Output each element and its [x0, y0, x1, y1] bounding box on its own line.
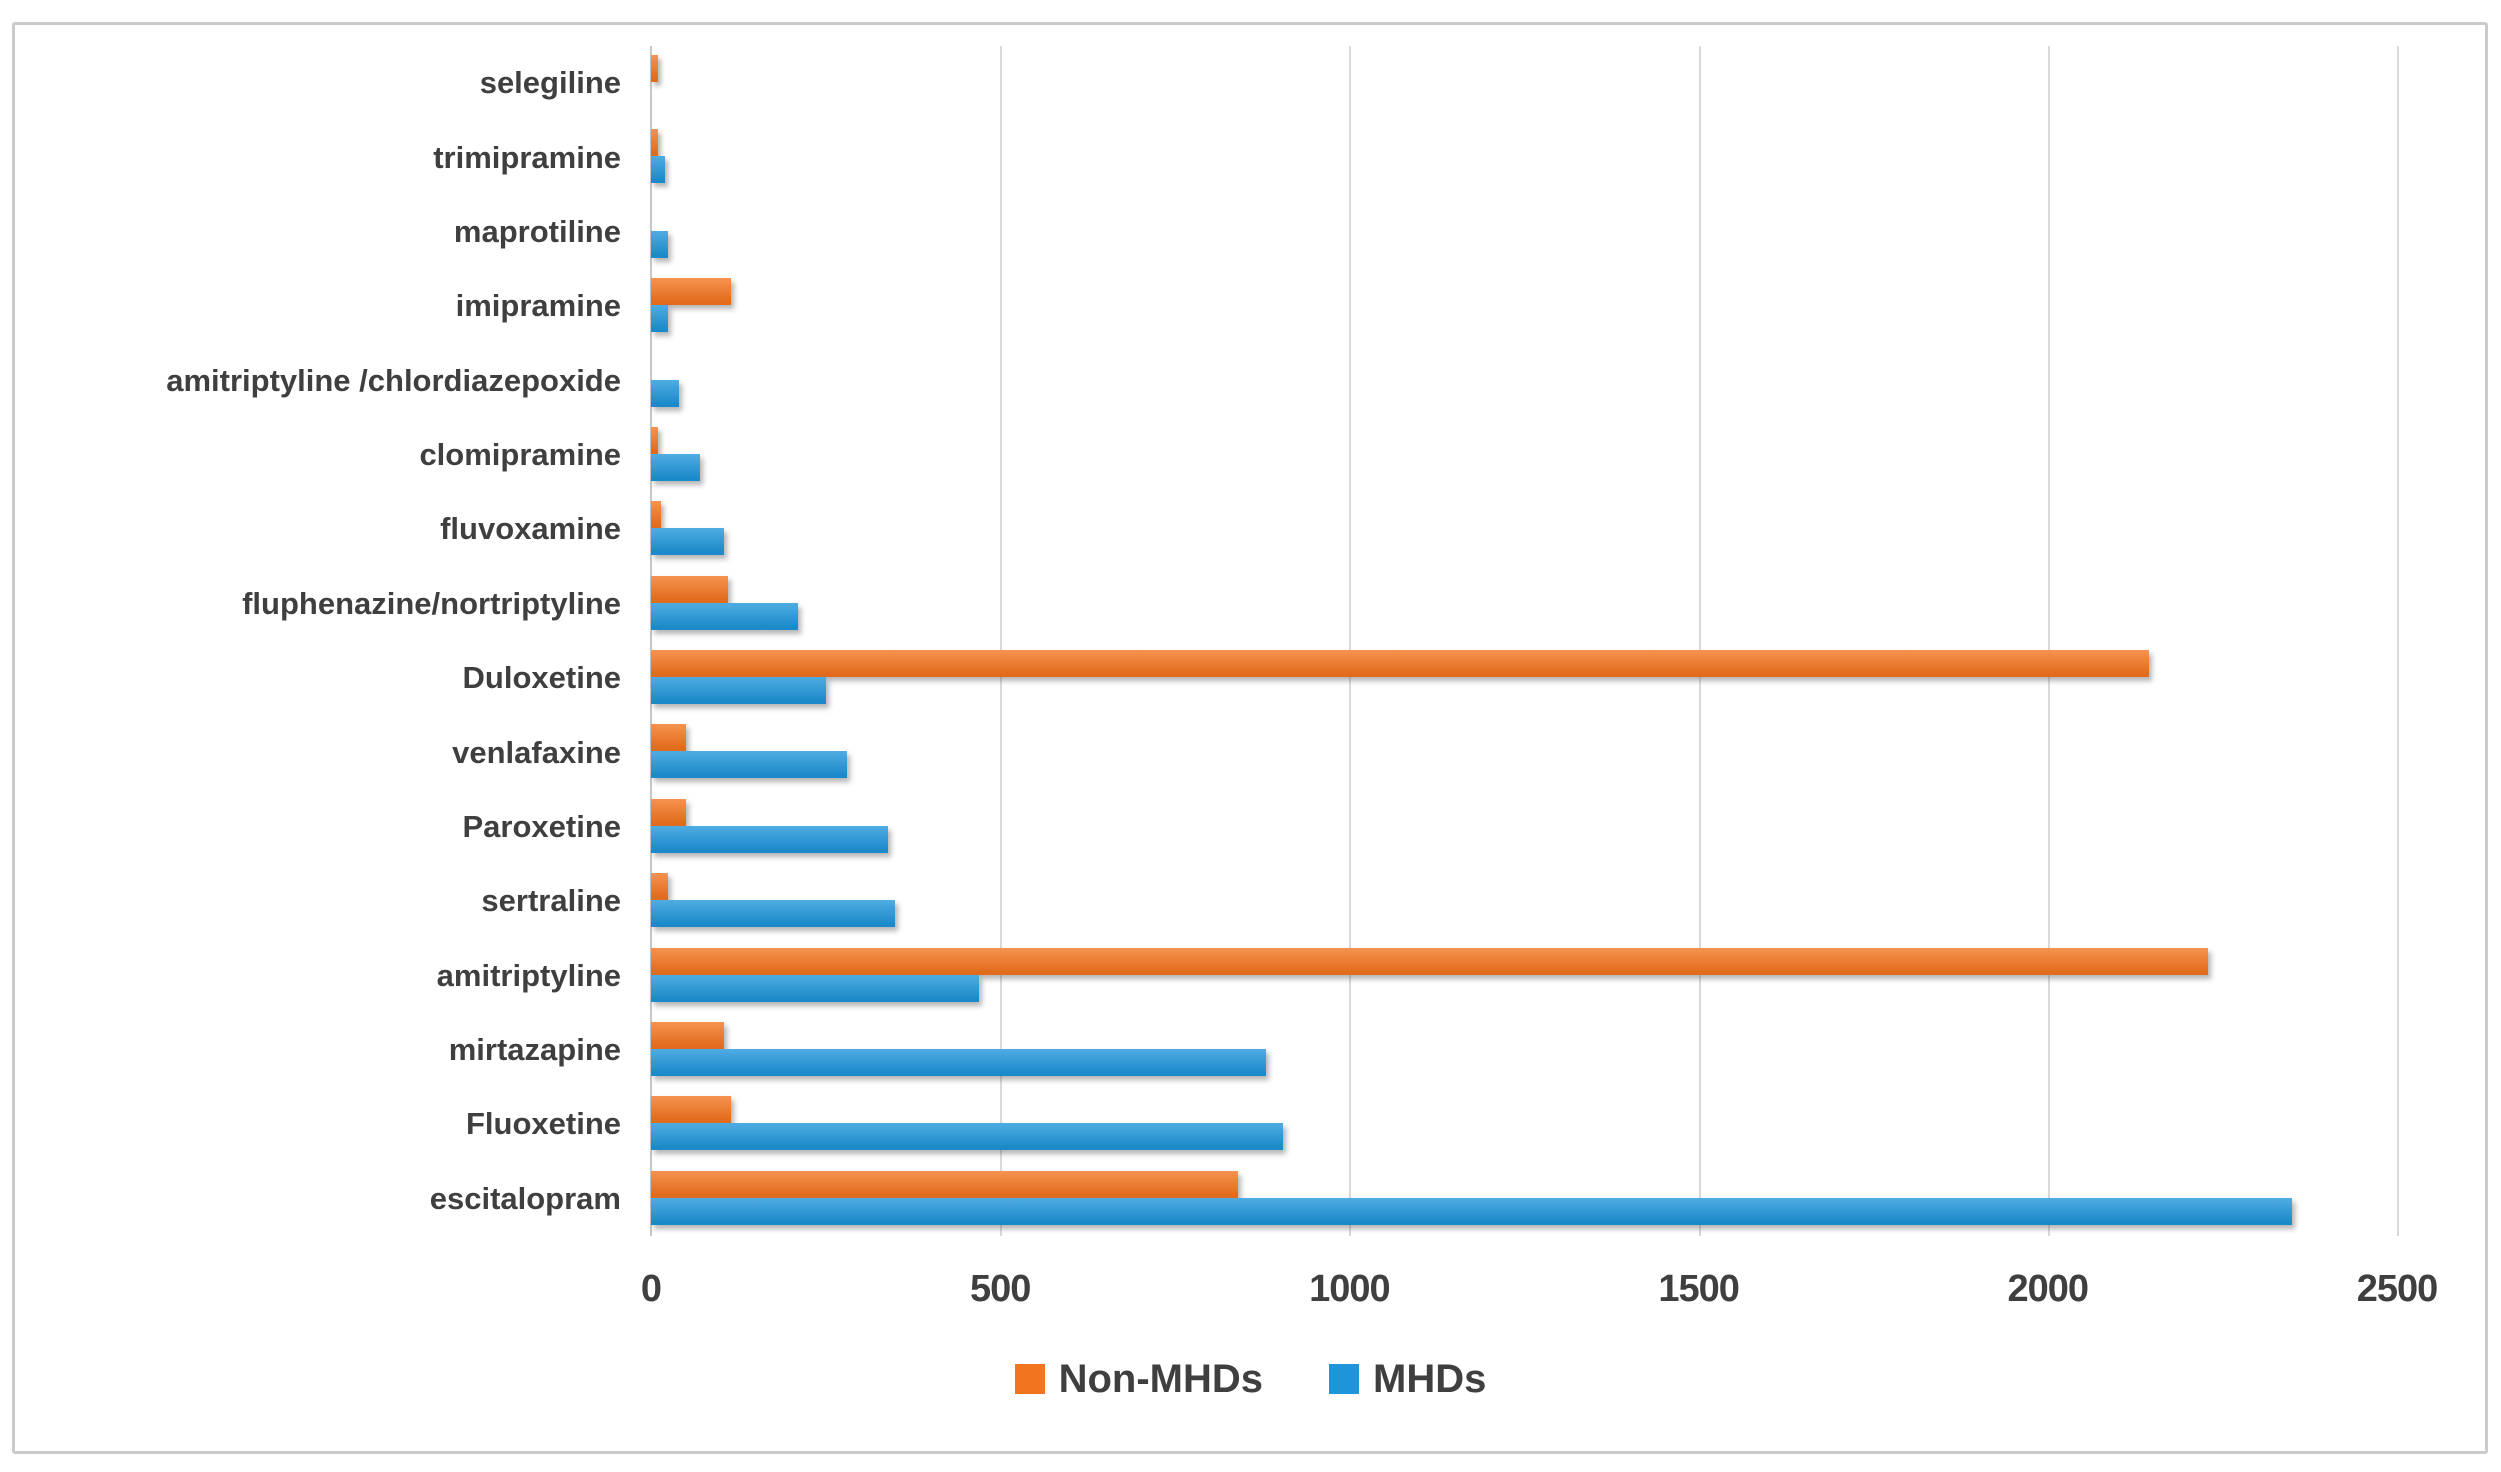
bar-mhds — [651, 453, 700, 481]
x-tick-label: 1000 — [1309, 1268, 1391, 1310]
bar-mhds — [651, 379, 679, 407]
x-tick-label: 1500 — [1658, 1268, 1740, 1310]
bar-mhds — [651, 305, 669, 333]
category-label: venlafaxine — [452, 734, 621, 770]
bar-non-mhds — [651, 426, 658, 454]
category-label: amitriptyline /chlordiazepoxide — [166, 362, 621, 398]
bar-mhds — [651, 751, 847, 779]
bar-mhds — [651, 156, 665, 184]
bar-mhds — [651, 900, 896, 928]
bar-non-mhds — [651, 501, 662, 529]
x-tick-label: 500 — [969, 1268, 1031, 1310]
category-label: Duloxetine — [462, 660, 621, 696]
bar-mhds — [651, 825, 889, 853]
bar-non-mhds — [651, 278, 732, 306]
bar-non-mhds — [651, 947, 2209, 975]
bar-non-mhds — [651, 129, 658, 157]
legend-label: MHDs — [1373, 1356, 1487, 1401]
category-label: escitalopram — [429, 1180, 621, 1216]
category-row — [651, 864, 2397, 938]
value-axis-zero-line — [650, 46, 652, 1236]
category-row — [651, 46, 2397, 120]
category-label: Fluoxetine — [465, 1106, 621, 1142]
category-row — [651, 195, 2397, 269]
category-label: clomipramine — [419, 437, 621, 473]
category-row — [651, 1087, 2397, 1161]
x-tick-label: 2000 — [2007, 1268, 2090, 1310]
bar-non-mhds — [651, 1096, 732, 1124]
gridline-1000 — [1349, 46, 1352, 1236]
bar-non-mhds — [651, 1021, 725, 1049]
category-label: Paroxetine — [462, 808, 621, 844]
value-axis-tick-labels: 0 500 1000 1500 2000 2500 — [641, 1268, 2438, 1318]
bar-non-mhds — [651, 724, 686, 752]
bar-non-mhds — [651, 650, 2150, 677]
category-label: mirtazapine — [448, 1032, 621, 1068]
gridline-500 — [1000, 46, 1003, 1236]
bar-mhds — [651, 974, 980, 1002]
category-label: amitriptyline — [436, 957, 621, 993]
category-row — [651, 1162, 2397, 1236]
category-label: fluvoxamine — [440, 511, 621, 547]
category-row — [651, 344, 2397, 418]
bar-mhds — [651, 1197, 2293, 1225]
category-label: fluphenazine/nortriptyline — [242, 585, 621, 621]
bar-non-mhds — [651, 575, 728, 603]
bar-mhds — [651, 1123, 1284, 1151]
gridline-2000 — [2047, 46, 2050, 1236]
category-label: trimipramine — [433, 139, 621, 175]
bar-non-mhds — [651, 55, 658, 82]
gridline-2500 — [2397, 46, 2399, 1236]
category-row — [651, 492, 2397, 566]
bar-non-mhds — [651, 798, 686, 826]
x-tick-label: 2500 — [2356, 1268, 2439, 1310]
legend-item-mhds: MHDs — [1329, 1357, 1486, 1402]
bar-mhds — [651, 1048, 1266, 1076]
legend-label: Non-MHDs — [1058, 1356, 1264, 1401]
category-label: maprotiline — [453, 213, 621, 249]
category-row — [651, 641, 2397, 715]
plot-area — [650, 46, 2399, 1236]
legend-swatch — [1329, 1364, 1360, 1394]
legend-swatch — [1014, 1364, 1045, 1394]
bar-mhds — [651, 230, 669, 258]
category-row — [651, 567, 2397, 641]
category-row — [651, 1013, 2397, 1087]
category-label: sertraline — [481, 883, 621, 919]
category-row — [651, 418, 2397, 492]
category-label: selegiline — [479, 65, 621, 101]
category-row — [651, 269, 2397, 343]
category-axis-labels: selegiline trimipramine maprotiline imipram… — [24, 46, 637, 1236]
bar-non-mhds — [651, 1170, 1238, 1198]
legend-item-non-mhds: Non-MHDs — [1014, 1356, 1264, 1402]
bar-mhds — [651, 602, 798, 630]
bar-mhds — [651, 528, 725, 556]
category-row — [651, 715, 2397, 789]
category-row — [651, 790, 2397, 864]
category-row — [651, 120, 2397, 194]
gridline-1500 — [1698, 46, 1701, 1236]
bar-rows — [651, 46, 2397, 1236]
x-tick-label: 0 — [640, 1268, 662, 1310]
category-label: imipramine — [455, 288, 621, 324]
legend: Non-MHDs MHDs — [0, 1352, 2501, 1406]
bar-non-mhds — [651, 873, 669, 901]
category-row — [651, 939, 2397, 1013]
bar-mhds — [651, 677, 826, 704]
